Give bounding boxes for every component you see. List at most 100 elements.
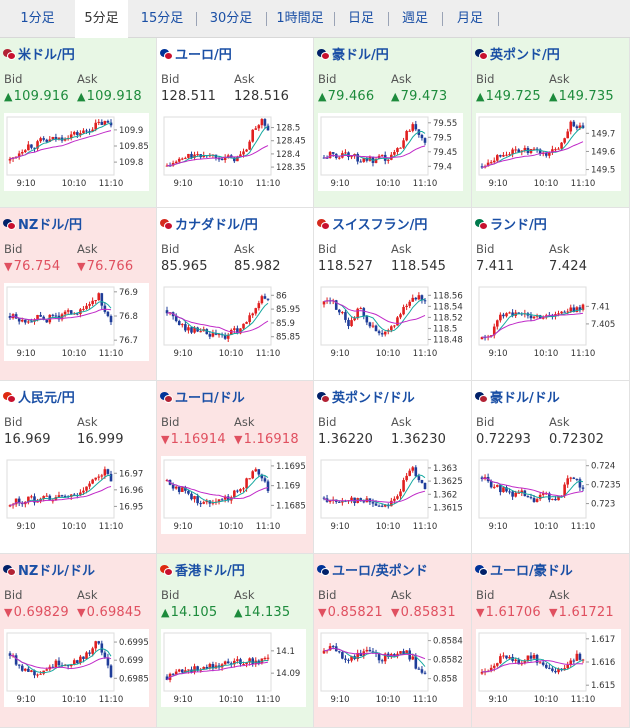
currency-panel[interactable]: 人民元/円 Bid Ask 16.969 16.999 16.97 16.96 16.95 9:… [0, 381, 157, 554]
candlestick-chart[interactable]: 1.363 1.3625 1.362 1.3615 9:10 10:10 11:10 [318, 456, 463, 534]
currency-panel[interactable]: 香港ドル/円 Bid Ask ▲14.105 ▲14.135 14.1 14.09 9:10 1… [157, 554, 314, 728]
ask-price: 118.545 [391, 259, 446, 274]
currency-pair-title[interactable]: 豪ドル/円 [317, 44, 389, 63]
currency-panel[interactable]: 米ドル/円 Bid Ask ▲109.916 ▲109.918 109.9 109.85 10… [0, 38, 157, 208]
candlestick-chart[interactable]: 149.7 149.6 149.5 9:10 10:10 11:10 [476, 113, 621, 191]
candle-body [566, 131, 569, 139]
bid-label: Bid [161, 415, 180, 429]
candle-body [569, 660, 573, 666]
candle-body [27, 668, 30, 672]
candle-body [187, 327, 190, 331]
currency-pair-title[interactable]: ランド/円 [475, 214, 547, 233]
currency-pair-title[interactable]: 人民元/円 [3, 387, 75, 406]
currency-pair-title[interactable]: ユーロ/円 [160, 44, 232, 63]
currency-pair-name[interactable]: 豪ドル/円 [332, 48, 389, 63]
y-tick-label: 118.5 [433, 324, 457, 334]
up-arrow-icon: ▲ [391, 90, 400, 103]
currency-panel[interactable]: ユーロ/ドル Bid Ask ▼1.16914 ▼1.16918 1.1695 1.169 1… [157, 381, 314, 554]
currency-pair-title[interactable]: NZドル/円 [3, 214, 83, 233]
tab-5min[interactable]: 5分足 [75, 0, 128, 38]
candle-body [548, 152, 551, 156]
currency-panel[interactable]: ユーロ/円 Bid Ask 128.511 128.516 128.5 128.45 128.… [157, 38, 314, 208]
candle-body [489, 162, 493, 164]
y-tick-label: 118.52 [433, 313, 463, 323]
currency-pair-title[interactable]: カナダドル/円 [160, 214, 258, 233]
tab-1hour[interactable]: 1時間足 [276, 11, 324, 26]
y-tick-label: 86 [276, 291, 287, 301]
currency-pair-name[interactable]: ランド/円 [490, 218, 547, 233]
currency-pair-name[interactable]: 英ポンド/ドル [332, 391, 415, 406]
currency-pair-name[interactable]: スイスフラン/円 [332, 218, 428, 233]
bid-label: Bid [476, 72, 495, 86]
tab-30min[interactable]: 30分足 [209, 11, 253, 26]
tab-daily[interactable]: 日足 [347, 11, 374, 26]
flag-icon [3, 565, 16, 576]
currency-pair-name[interactable]: ユーロ/英ポンド [332, 564, 428, 579]
currency-panel[interactable]: ランド/円 Bid Ask 7.411 7.424 7.41 7.405 9:10 10:10 1… [472, 208, 630, 381]
currency-panel[interactable]: ユーロ/英ポンド Bid Ask ▼0.85821 ▼0.85831 0.8584 0.85… [314, 554, 472, 728]
candlestick-chart[interactable]: 76.9 76.8 76.7 9:10 10:10 11:10 [4, 283, 149, 361]
currency-pair-title[interactable]: ユーロ/ドル [160, 387, 245, 406]
candle-body [181, 158, 184, 160]
candle-body [423, 482, 427, 489]
currency-pair-name[interactable]: 香港ドル/円 [175, 564, 245, 579]
candle-body [581, 487, 585, 489]
tab-1min[interactable]: 1分足 [20, 11, 55, 26]
currency-pair-name[interactable]: カナダドル/円 [175, 218, 258, 233]
currency-pair-name[interactable]: ユーロ/豪ドル [490, 564, 573, 579]
currency-panel[interactable]: 豪ドル/ドル Bid Ask 0.72293 0.72302 0.724 0.7235 0.7… [472, 381, 630, 554]
candlestick-chart[interactable]: 128.5 128.45 128.4 128.35 9:10 10:10 11:10 [161, 113, 306, 191]
tab-weekly[interactable]: 週足 [401, 11, 428, 26]
currency-pair-title[interactable]: 豪ドル/ドル [475, 387, 560, 406]
currency-panel[interactable]: 英ポンド/ドル Bid Ask 1.36220 1.36230 1.363 1.3625 1.… [314, 381, 472, 554]
currency-pair-name[interactable]: ユーロ/円 [175, 48, 232, 63]
candlestick-chart[interactable]: 0.8584 0.8582 0.858 9:10 10:10 11:10 [318, 629, 463, 707]
candlestick-chart[interactable]: 16.97 16.96 16.95 9:10 10:10 11:10 [4, 456, 149, 534]
y-tick-label: 109.9 [119, 126, 143, 136]
currency-pair-name[interactable]: 米ドル/円 [18, 48, 75, 63]
candlestick-chart[interactable]: 79.55 79.5 79.45 79.4 9:10 10:10 11:10 [318, 113, 463, 191]
moving-average-long [323, 647, 426, 660]
currency-panel[interactable]: 豪ドル/円 Bid Ask ▲79.466 ▲79.473 79.55 79.5 79.45 7… [314, 38, 472, 208]
candle-body [251, 658, 254, 665]
currency-pair-title[interactable]: NZドル/ドル [3, 560, 96, 579]
currency-pair-title[interactable]: 英ポンド/ドル [317, 387, 415, 406]
candle-body [572, 307, 576, 312]
currency-panel[interactable]: 英ポンド/円 Bid Ask ▲149.725 ▲149.735 149.7 149.6 14… [472, 38, 630, 208]
currency-pair-name[interactable]: 人民元/円 [18, 391, 75, 406]
candlestick-chart[interactable]: 14.1 14.09 9:10 10:10 11:10 [161, 629, 306, 707]
candlestick-chart[interactable]: 0.724 0.7235 0.723 9:10 10:10 11:10 [476, 456, 621, 534]
currency-pair-name[interactable]: ユーロ/ドル [175, 391, 245, 406]
tab-monthly[interactable]: 月足 [456, 11, 483, 26]
currency-panel[interactable]: NZドル/円 Bid Ask ▼76.754 ▼76.766 76.9 76.8 76.7 9:… [0, 208, 157, 381]
currency-pair-title[interactable]: スイスフラン/円 [317, 214, 428, 233]
x-tick-label: 9:10 [488, 179, 507, 189]
currency-pair-name[interactable]: NZドル/ドル [18, 564, 96, 579]
currency-pair-title[interactable]: ユーロ/英ポンド [317, 560, 428, 579]
candlestick-chart[interactable]: 1.1695 1.169 1.1685 9:10 10:10 11:10 [161, 456, 306, 534]
candlestick-chart[interactable]: 7.41 7.405 9:10 10:10 11:10 [476, 283, 621, 361]
currency-panel[interactable]: カナダドル/円 Bid Ask 85.965 85.982 86 85.95 85.9 85.8… [157, 208, 314, 381]
bid-price-value: 1.61706 [485, 605, 541, 620]
tab-15min[interactable]: 15分足 [140, 11, 184, 26]
currency-pair-title[interactable]: ユーロ/豪ドル [475, 560, 573, 579]
candlestick-chart[interactable]: 1.617 1.616 1.615 9:10 10:10 11:10 [476, 629, 621, 707]
candle-body [263, 296, 267, 299]
candle-body [344, 152, 347, 154]
currency-panel[interactable]: ユーロ/豪ドル Bid Ask ▼1.61706 ▼1.61721 1.617 1.616 1… [472, 554, 630, 728]
currency-panel[interactable]: NZドル/ドル Bid Ask ▼0.69829 ▼0.69845 0.6995 0.699… [0, 554, 157, 728]
currency-pair-name[interactable]: 豪ドル/ドル [490, 391, 560, 406]
candlestick-chart[interactable]: 109.9 109.85 109.8 9:10 10:10 11:10 [4, 113, 149, 191]
moving-average-long [166, 661, 269, 681]
candlestick-chart[interactable]: 0.6995 0.699 0.6985 9:10 10:10 11:10 [4, 629, 149, 707]
currency-panel[interactable]: スイスフラン/円 Bid Ask 118.527 118.545 118.56 118.54… [314, 208, 472, 381]
currency-pair-name[interactable]: NZドル/円 [18, 218, 83, 233]
currency-pair-name[interactable]: 英ポンド/円 [490, 48, 560, 63]
currency-pair-title[interactable]: 米ドル/円 [3, 44, 75, 63]
currency-pair-title[interactable]: 香港ドル/円 [160, 560, 245, 579]
candlestick-chart[interactable]: 118.56 118.54 118.52 118.5 118.48 9:10 10:10 11… [318, 283, 463, 361]
candlestick-chart[interactable]: 86 85.95 85.9 85.85 9:10 10:10 11:10 [161, 283, 306, 361]
currency-pair-title[interactable]: 英ポンド/円 [475, 44, 560, 63]
y-tick-label: 0.858 [433, 675, 457, 685]
ask-price-value: 76.766 [86, 259, 134, 274]
